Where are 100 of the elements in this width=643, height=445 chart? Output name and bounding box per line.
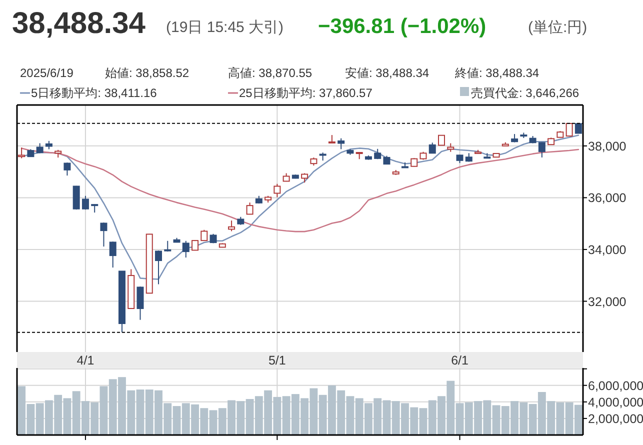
bar [26, 404, 35, 435]
candlestick [438, 134, 445, 146]
bar [346, 396, 354, 435]
y-tick-label: 34,000 [588, 242, 626, 257]
bar [318, 394, 327, 435]
candlestick [136, 286, 144, 320]
bar [44, 400, 53, 435]
bar [172, 406, 181, 435]
bar [145, 390, 154, 435]
candlestick [566, 122, 573, 137]
bar [154, 390, 162, 435]
y-tick-label: 6,000,000 [588, 378, 643, 393]
bar [464, 402, 473, 435]
bar [127, 390, 136, 435]
candlestick [72, 185, 80, 210]
bar [501, 406, 510, 435]
text: 高値: 38,870.55 [228, 66, 312, 80]
bar [90, 402, 99, 435]
legend: 25日移動平均: 37,860.57 [228, 86, 372, 100]
text: 安値: 38,488.34 [345, 66, 430, 80]
x-tick-label: 6/1 [451, 354, 468, 368]
candlestick [200, 229, 208, 242]
text: 始値: 38,858.52 [105, 66, 190, 80]
candlestick [64, 162, 71, 176]
bar [446, 380, 455, 435]
bar [547, 401, 556, 435]
bar [291, 394, 300, 435]
bar [310, 388, 318, 435]
bar [218, 408, 226, 435]
bar [328, 385, 336, 435]
bar [337, 390, 346, 435]
bar [246, 399, 254, 435]
bar [182, 403, 190, 435]
bar [100, 386, 108, 435]
bar [565, 402, 574, 435]
bar [392, 401, 400, 435]
bar [118, 377, 126, 435]
y-tick-label: 32,000 [588, 294, 626, 309]
bar [382, 400, 391, 435]
y-tick-label: 2,000,000 [588, 412, 643, 426]
bar [108, 379, 117, 435]
bar [36, 403, 44, 435]
bar [401, 403, 409, 435]
candlestick [538, 142, 546, 158]
candlestick [301, 172, 308, 184]
bar [191, 404, 199, 435]
y-tick-label: 38,000 [588, 139, 626, 154]
bar [82, 401, 90, 435]
bar [63, 398, 72, 435]
bar [456, 403, 464, 435]
bar [410, 407, 418, 435]
chart-title: 38,488.34 [12, 7, 146, 40]
x-tick-label: 5/1 [268, 354, 286, 368]
bar [18, 386, 26, 435]
candlestick [228, 220, 236, 232]
bar [264, 390, 272, 435]
bar [528, 404, 537, 435]
candlestick [428, 142, 436, 154]
candlestick [109, 241, 116, 268]
bar [54, 394, 62, 435]
candlestick [18, 147, 26, 159]
x-tick-label: 4/1 [76, 354, 94, 368]
candlestick [182, 240, 190, 258]
candlestick [100, 222, 108, 248]
bar [574, 404, 582, 435]
bar [200, 408, 208, 435]
text: −396.81 (−1.02%) [318, 15, 486, 38]
bar [282, 396, 290, 435]
candlestick [155, 250, 162, 285]
text: 終値: 38,488.34 [454, 66, 540, 80]
chart-subtitle: (19日 15:45 大引) [166, 19, 284, 36]
candlestick [338, 138, 345, 150]
candlestick [82, 195, 89, 210]
y-tick-label: 36,000 [588, 191, 626, 206]
bar [164, 403, 172, 435]
bar [492, 405, 500, 435]
bar [474, 401, 482, 435]
text: (単位:円) [528, 19, 588, 36]
bar [364, 403, 372, 435]
text: 2025/6/19 [20, 66, 74, 80]
bar [209, 410, 218, 435]
bar [556, 402, 564, 435]
bar [136, 390, 144, 435]
bar [236, 401, 245, 435]
bar [510, 401, 518, 435]
bar [419, 408, 428, 435]
bar [273, 396, 282, 435]
bar [438, 396, 446, 435]
bar [72, 391, 80, 435]
bar [355, 398, 364, 435]
bar [300, 398, 309, 435]
bar [374, 398, 382, 435]
bar [254, 396, 263, 435]
bar [520, 402, 528, 435]
bar [483, 400, 492, 435]
candlestick [274, 183, 281, 198]
y-tick-label: 4,000,000 [588, 395, 643, 410]
bar [428, 400, 436, 435]
legend: 売買代金: 3,646,266 [460, 86, 580, 100]
bar [228, 400, 236, 435]
